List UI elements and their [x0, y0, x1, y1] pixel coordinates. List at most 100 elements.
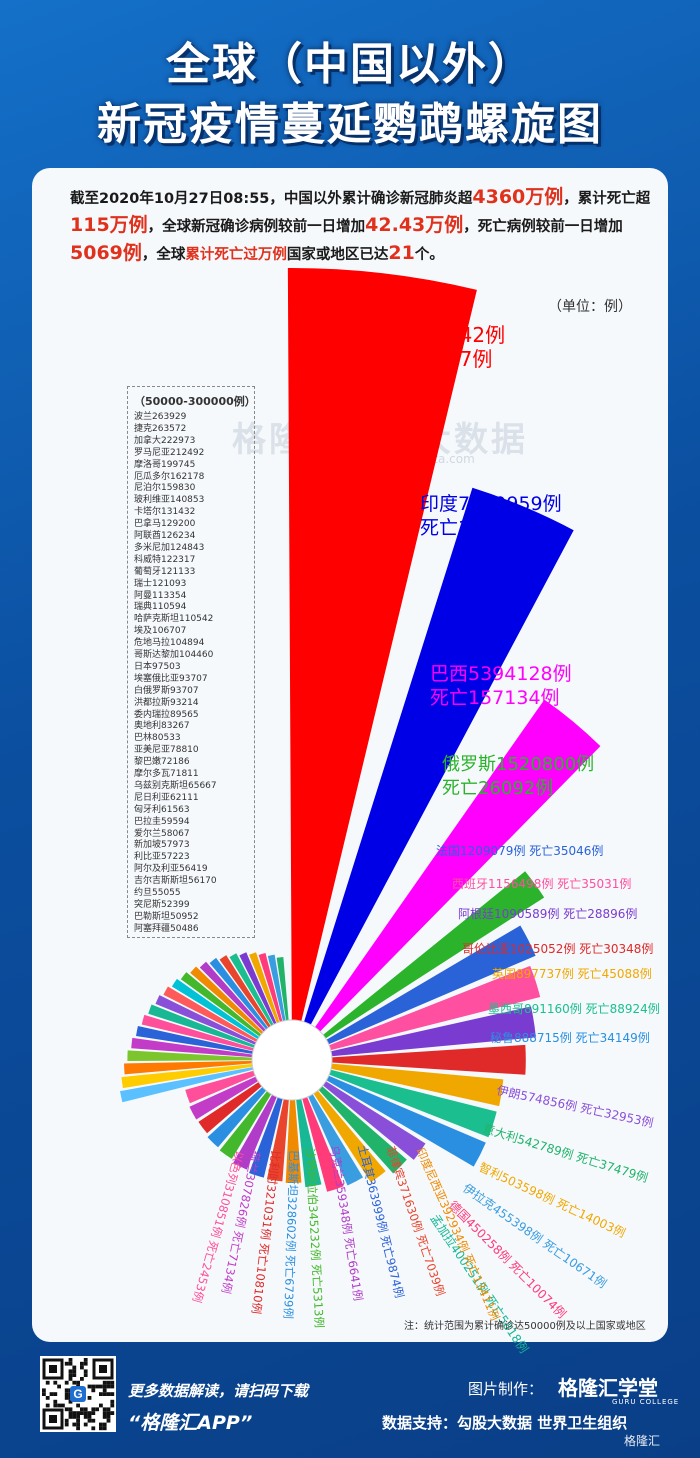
small-country-list-title: （50000-300000例） — [134, 395, 256, 408]
bar-23 — [207, 1086, 267, 1148]
intro-part: 截至2020年10月27日08:55，中国以外累计确诊新冠肺炎超 — [70, 191, 473, 207]
title-line-2: 新冠疫情蔓延鹦鹉螺旋图 — [97, 99, 603, 150]
small-country-list-box — [127, 386, 255, 938]
small-country-item: 新加坡57973 — [134, 840, 190, 851]
small-country-item: 洪都拉斯93214 — [134, 697, 199, 708]
small-country-item: 瑞典110594 — [134, 602, 187, 613]
title-line-1: 全球（中国以外） — [166, 39, 534, 90]
bar-4 — [323, 871, 545, 1039]
small-country-item: 摩尔多瓦71811 — [134, 769, 199, 779]
corner-logo: 格隆汇 — [624, 1434, 661, 1448]
bar-6 — [329, 965, 541, 1051]
bar-3 — [314, 699, 601, 1032]
bar-24 — [198, 1082, 262, 1134]
small-country-item: 波兰263929 — [134, 412, 187, 422]
bar-small — [267, 954, 286, 1022]
bar-label: 西班牙1156498例 死亡35031例 — [452, 877, 631, 891]
small-country-item: 罗马尼亚212492 — [134, 447, 205, 458]
bar-label: 印度7909959例 — [420, 493, 562, 515]
bar-small — [229, 953, 274, 1026]
small-country-item: 利比亚57223 — [134, 852, 190, 863]
maker-subtitle: GURU COLLEGE — [612, 1398, 680, 1406]
intro-part: ，全球 — [141, 247, 186, 263]
intro-part: ，死亡病例较前一日增加 — [463, 219, 623, 235]
bar-label: 死亡230987例 — [356, 347, 492, 371]
bar-label: 死亡26092例 — [442, 778, 553, 799]
data-support: 数据支持：勾股大数据 世界卫生组织 — [382, 1414, 628, 1432]
bar-small — [209, 957, 269, 1030]
bar-15 — [308, 1094, 364, 1186]
bar-19 — [266, 1099, 289, 1182]
bar-21 — [233, 1094, 277, 1170]
bar-small — [131, 1037, 253, 1058]
bar-22 — [219, 1091, 272, 1159]
bar-small — [199, 961, 266, 1032]
bar-9 — [331, 1063, 504, 1107]
small-country-item: 阿塞拜疆50486 — [134, 923, 199, 934]
bar-label: 英国897737例 死亡45088例 — [492, 967, 652, 981]
svg-text:G: G — [73, 1387, 82, 1401]
bar-26 — [185, 1070, 256, 1104]
bar-small — [249, 952, 280, 1023]
intro-highlight: 5069例 — [70, 242, 142, 264]
bar-10 — [329, 1069, 497, 1138]
bar-label: 死亡157134例 — [430, 687, 560, 709]
intro-highlight: 21 — [388, 242, 415, 264]
small-country-item: 白俄罗斯93707 — [134, 685, 199, 696]
small-country-item: 尼日利亚62111 — [134, 792, 199, 803]
small-country-item: 奥地利83267 — [134, 721, 190, 732]
small-country-item: 爱尔兰58067 — [134, 828, 190, 839]
small-country-item: 埃塞俄比亚93707 — [134, 673, 208, 684]
download-prompt: 更多数据解读，请扫码下载 — [128, 1382, 309, 1400]
bar-1 — [287, 268, 477, 1022]
small-country-item: 摩洛哥199745 — [134, 459, 196, 470]
bar-label: 法国1209079例 死亡35046例 — [436, 844, 603, 858]
small-country-item: 巴勒斯坦50952 — [134, 911, 199, 922]
small-country-item: 黎巴嫩72186 — [134, 757, 190, 768]
small-country-item: 厄瓜多尔162178 — [134, 471, 205, 482]
intro-part: ，累计死亡超 — [563, 191, 651, 207]
bar-label: 巴基斯坦328602例 死亡6739例 — [281, 1150, 301, 1319]
small-country-item: 尼泊尔159830 — [134, 483, 196, 494]
bar-small — [163, 986, 258, 1042]
bar-small — [136, 1025, 253, 1054]
small-country-item: 危地马拉104894 — [134, 638, 205, 649]
bar-label: 俄罗斯1520800例 — [442, 754, 594, 775]
bar-8 — [331, 1044, 526, 1075]
bar-label: 伊朗574856例 死亡32953例 — [495, 1083, 654, 1130]
intro-part: 国家或地区已达 — [286, 247, 389, 263]
small-country-item: 阿联酋126234 — [134, 531, 196, 541]
bar-small — [171, 978, 260, 1040]
small-country-item: 巴拿马129200 — [134, 519, 196, 530]
bar-small — [124, 1060, 253, 1075]
bar-14 — [313, 1090, 386, 1183]
bar-small — [180, 972, 262, 1037]
bar-label: 墨西哥891160例 死亡88924例 — [488, 1002, 660, 1016]
small-country-item: 哈萨克斯坦110542 — [134, 614, 214, 625]
footnote: 注：统计范围为累计确诊达50000例及以上国家或地区 — [404, 1321, 646, 1332]
small-country-item: 乌兹别克斯坦65667 — [134, 780, 217, 791]
small-country-item: 日本97503 — [134, 661, 181, 672]
bar-25 — [189, 1076, 259, 1120]
small-country-item: 亚美尼亚78810 — [134, 745, 199, 756]
bar-small — [121, 1063, 253, 1089]
intro-part: 个。 — [414, 247, 444, 263]
small-country-item: 突尼斯52399 — [134, 899, 190, 910]
bar-20 — [249, 1097, 283, 1178]
bar-11 — [326, 1075, 486, 1167]
bar-13 — [318, 1086, 407, 1174]
intro-text: 截至2020年10月27日08:55，中国以外累计确诊新冠肺炎超4360万例，累… — [70, 184, 660, 268]
bar-small — [155, 995, 257, 1045]
qr-code[interactable]: G — [40, 1356, 116, 1432]
chart-hub — [251, 1019, 333, 1101]
bar-17 — [296, 1098, 322, 1188]
small-country-item: 瑞士121093 — [134, 578, 187, 589]
bar-small — [239, 952, 277, 1025]
bar-label: 美国8957242例 — [356, 323, 505, 347]
app-name: “格隆汇APP” — [128, 1412, 253, 1434]
bar-16 — [302, 1097, 344, 1192]
bar-5 — [326, 925, 536, 1045]
bar-small — [141, 1014, 254, 1051]
small-country-item: 加拿大222973 — [134, 435, 196, 446]
bar-small — [219, 955, 271, 1028]
